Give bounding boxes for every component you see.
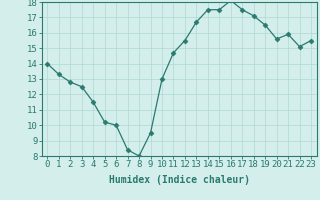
X-axis label: Humidex (Indice chaleur): Humidex (Indice chaleur) [109,175,250,185]
